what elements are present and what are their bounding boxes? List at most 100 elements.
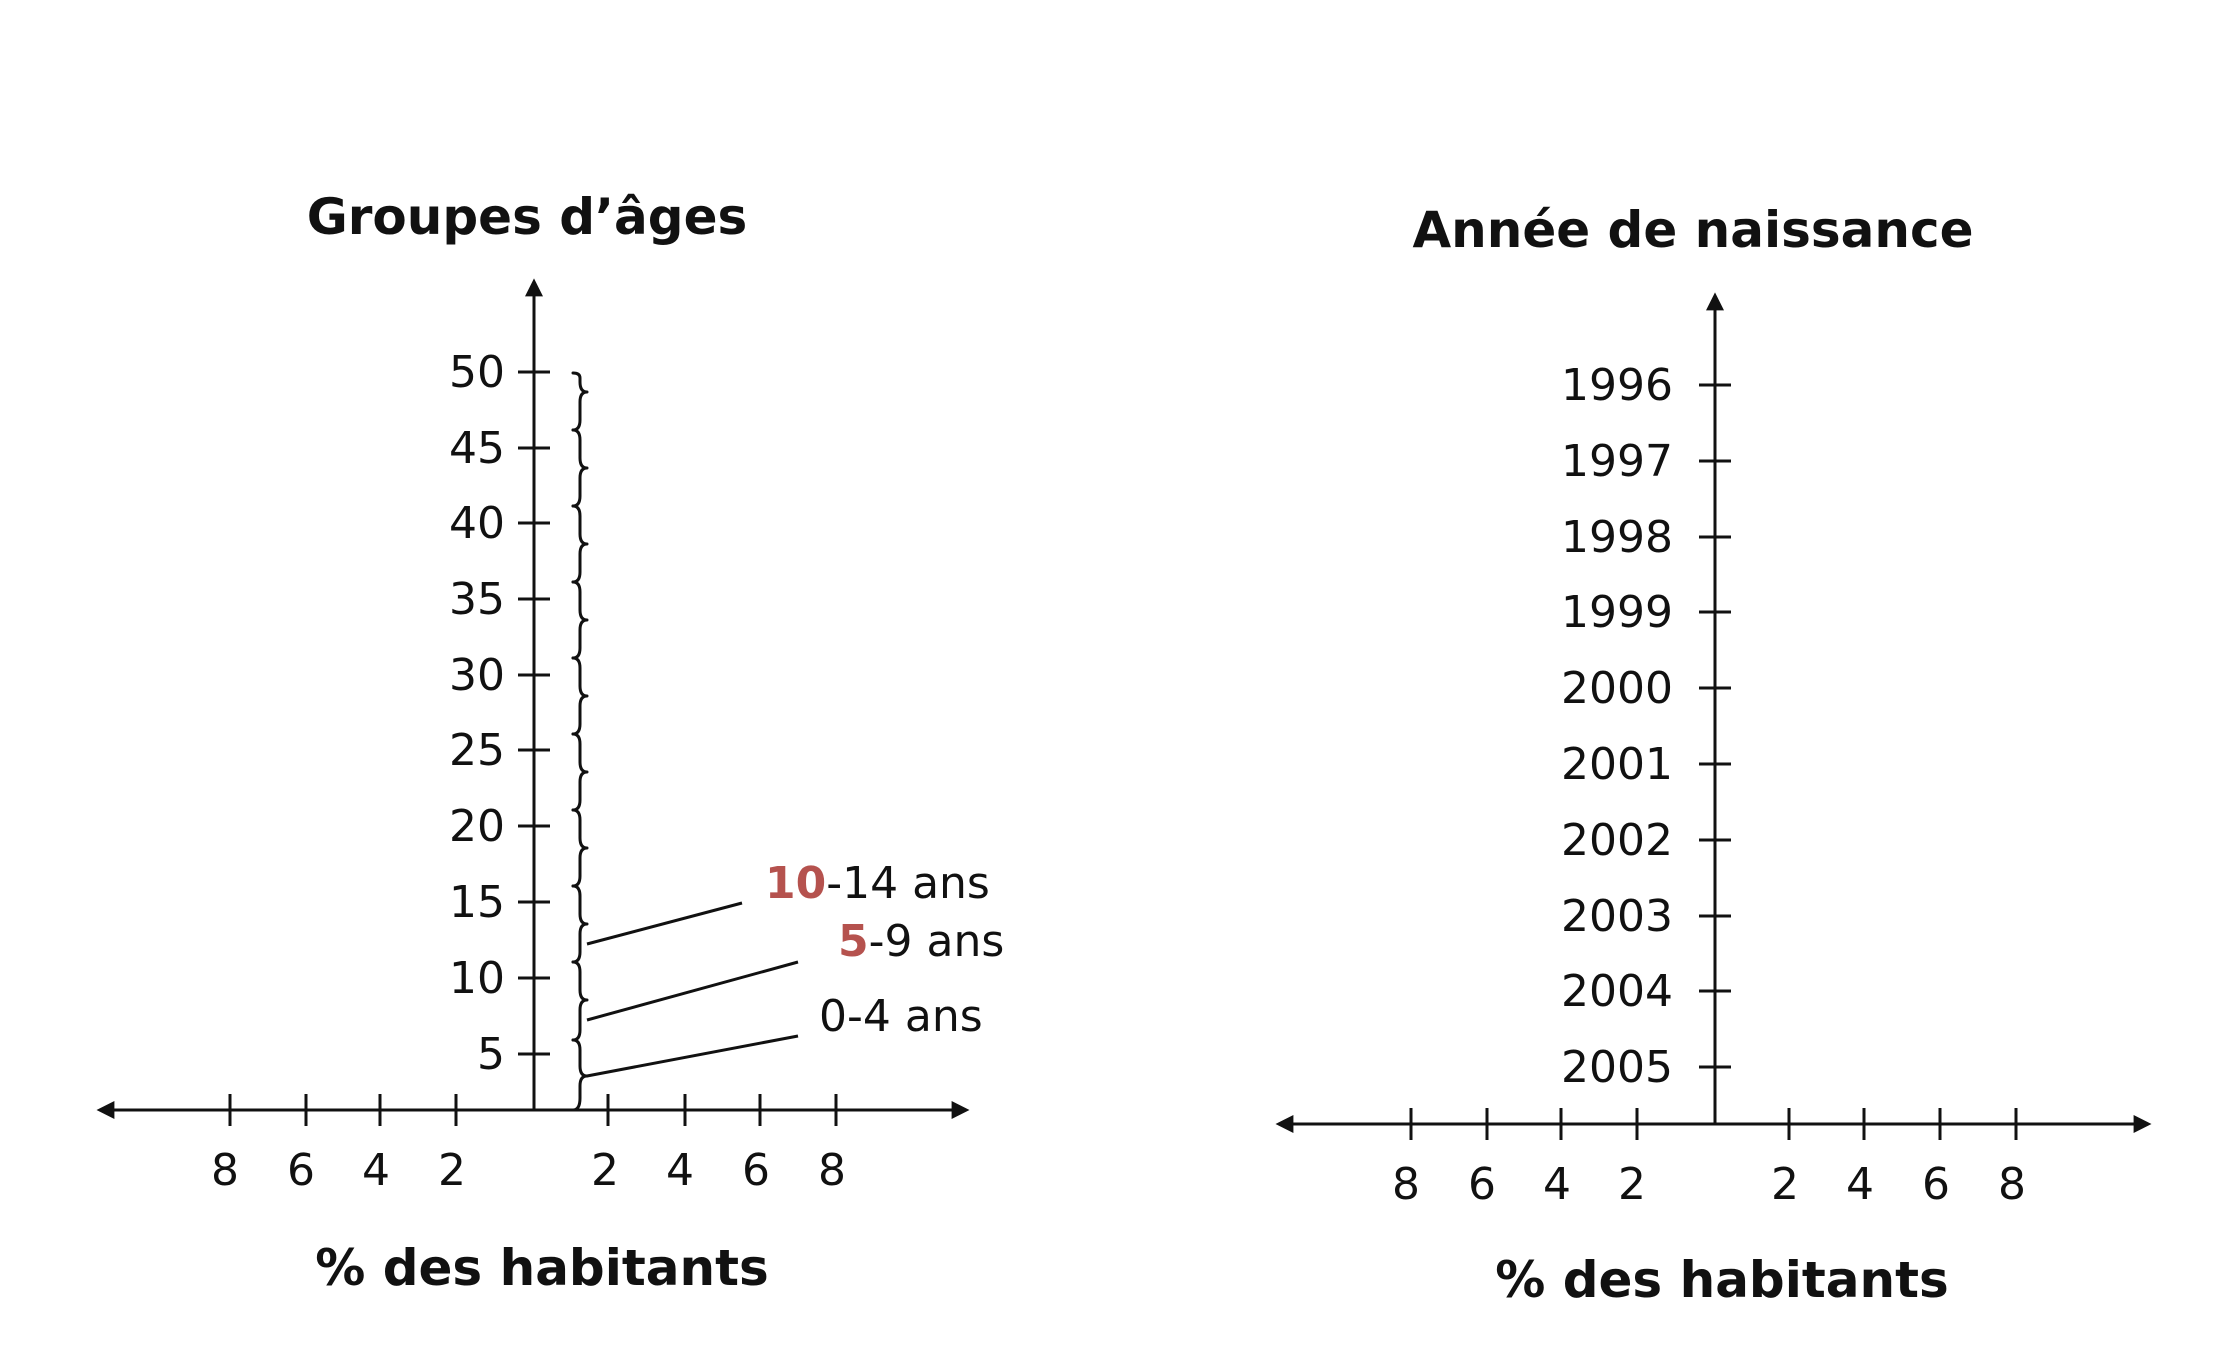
left-chart-title: Groupes d’âges	[307, 188, 748, 246]
left-y-ticks: 5 10 15 20 25 30	[449, 347, 550, 1080]
annotation-10-14: 10-14 ans	[765, 858, 990, 909]
brace-5-9	[571, 960, 589, 1042]
right-y-tick: 1997	[1561, 436, 1731, 487]
svg-text:40: 40	[449, 498, 505, 549]
svg-text:6: 6	[1468, 1159, 1496, 1210]
right-x-axis-label: % des habitants	[1495, 1251, 1949, 1309]
svg-text:2: 2	[591, 1145, 619, 1196]
brace-10-14	[571, 884, 589, 964]
left-y-tick: 35	[449, 574, 550, 625]
svg-text:6: 6	[742, 1145, 770, 1196]
svg-text:2002: 2002	[1561, 815, 1673, 866]
left-x-tick: 6	[742, 1094, 770, 1196]
right-x-ticks: 8 6 4 2 2 4 6	[1392, 1108, 2026, 1210]
svg-text:15: 15	[449, 877, 505, 928]
svg-text:8: 8	[1392, 1159, 1420, 1210]
brace-25-29	[571, 656, 589, 736]
brace-20-24	[571, 732, 589, 812]
left-x-axis-label: % des habitants	[315, 1239, 769, 1297]
svg-text:35: 35	[449, 574, 505, 625]
leader-line-5-9	[586, 960, 799, 1022]
left-y-tick: 5	[477, 1029, 550, 1080]
annotation-0-4: 0-4 ans	[819, 991, 983, 1042]
right-x-tick: 2	[1618, 1108, 1646, 1210]
svg-text:2: 2	[1618, 1159, 1646, 1210]
right-x-tick: 4	[1846, 1108, 1874, 1210]
svg-text:20: 20	[449, 801, 505, 852]
brace-45-49	[571, 371, 589, 432]
svg-text:50: 50	[449, 347, 505, 398]
leader-line-0-4	[586, 1034, 799, 1078]
svg-text:6: 6	[287, 1145, 315, 1196]
right-y-tick: 1998	[1561, 512, 1731, 563]
right-y-tick: 2000	[1561, 663, 1731, 714]
left-y-tick: 20	[449, 801, 550, 852]
right-x-tick: 8	[1392, 1108, 1420, 1210]
svg-text:4: 4	[1543, 1159, 1571, 1210]
svg-text:1997: 1997	[1561, 436, 1673, 487]
age-groups-chart: Groupes d’âges 5 10 15 20	[96, 188, 1004, 1297]
leader-line-10-14	[586, 901, 743, 946]
right-y-tick: 2003	[1561, 891, 1731, 942]
left-y-tick: 30	[449, 650, 550, 701]
annotation-5-9: 5-9 ans	[838, 916, 1004, 967]
left-y-tick: 50	[449, 347, 550, 398]
right-y-tick: 1996	[1561, 360, 1731, 411]
left-x-ticks: 8 6 4 2 2 4 6	[211, 1094, 846, 1196]
brace-15-19	[571, 808, 589, 888]
left-x-tick: 2	[591, 1094, 619, 1196]
svg-text:2004: 2004	[1561, 966, 1673, 1017]
right-y-tick: 2002	[1561, 815, 1731, 866]
svg-text:2: 2	[1771, 1159, 1799, 1210]
left-x-tick: 4	[362, 1094, 390, 1196]
left-x-tick: 4	[666, 1094, 694, 1196]
left-y-tick: 25	[449, 725, 550, 776]
svg-text:30: 30	[449, 650, 505, 701]
svg-text:6: 6	[1922, 1159, 1950, 1210]
right-y-ticks: 1996 1997 1998 1999 2000 2001	[1561, 360, 1731, 1093]
svg-text:4: 4	[362, 1145, 390, 1196]
brace-35-39	[571, 504, 589, 584]
svg-text:4: 4	[1846, 1159, 1874, 1210]
left-y-tick: 10	[449, 953, 550, 1004]
svg-text:4: 4	[666, 1145, 694, 1196]
brace-0-4	[571, 1038, 589, 1112]
right-x-tick: 6	[1922, 1108, 1950, 1210]
right-x-tick: 2	[1771, 1108, 1799, 1210]
right-y-tick: 1999	[1561, 587, 1731, 638]
svg-text:1996: 1996	[1561, 360, 1673, 411]
svg-text:1999: 1999	[1561, 587, 1673, 638]
age-group-braces	[571, 371, 589, 1112]
right-chart-title: Année de naissance	[1412, 201, 1973, 259]
svg-text:8: 8	[1998, 1159, 2026, 1210]
left-x-tick: 6	[287, 1094, 315, 1196]
brace-40-44	[571, 428, 589, 508]
right-x-tick: 4	[1543, 1108, 1571, 1210]
left-x-tick: 8	[818, 1094, 846, 1196]
brace-30-34	[571, 580, 589, 660]
left-y-tick: 40	[449, 498, 550, 549]
svg-text:2003: 2003	[1561, 891, 1673, 942]
svg-text:8: 8	[818, 1145, 846, 1196]
left-y-tick: 45	[449, 423, 550, 474]
right-x-tick: 6	[1468, 1108, 1496, 1210]
right-y-tick: 2004	[1561, 966, 1731, 1017]
right-x-tick: 8	[1998, 1108, 2026, 1210]
svg-text:5: 5	[477, 1029, 505, 1080]
svg-text:25: 25	[449, 725, 505, 776]
right-y-tick: 2001	[1561, 739, 1731, 790]
left-x-tick: 2	[438, 1094, 466, 1196]
right-y-tick: 2005	[1561, 1042, 1731, 1093]
svg-text:2001: 2001	[1561, 739, 1673, 790]
svg-text:2000: 2000	[1561, 663, 1673, 714]
left-x-tick: 8	[211, 1094, 239, 1196]
svg-text:8: 8	[211, 1145, 239, 1196]
svg-text:45: 45	[449, 423, 505, 474]
left-y-tick: 15	[449, 877, 550, 928]
birth-year-chart: Année de naissance 1996 1997 1998 1999	[1275, 201, 2152, 1309]
svg-text:10: 10	[449, 953, 505, 1004]
svg-text:2005: 2005	[1561, 1042, 1673, 1093]
svg-text:2: 2	[438, 1145, 466, 1196]
svg-text:1998: 1998	[1561, 512, 1673, 563]
